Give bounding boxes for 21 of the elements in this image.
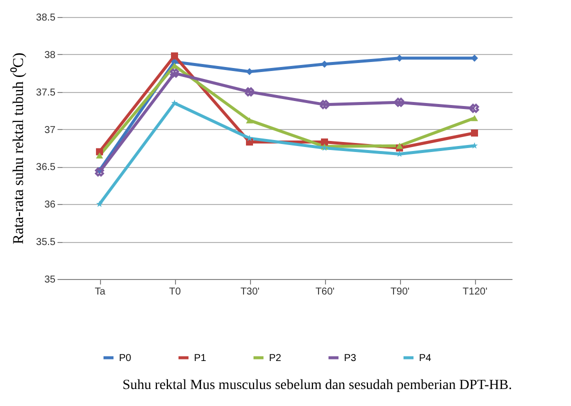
y-tick-label: 35.5: [36, 237, 56, 248]
legend-label: P0: [119, 352, 132, 364]
x-tick-label: T60': [315, 286, 335, 298]
y-tick-label: 37.5: [36, 87, 56, 98]
text: Suhu rektal Mus musculus sebelum dan sesudah pemberian DPT-HB.: [122, 378, 512, 393]
y-tick-label: 38.5: [36, 12, 56, 24]
x-tick-label: T0: [169, 286, 182, 298]
y-tick-label: 36.5: [36, 162, 56, 174]
legend-label: P2: [269, 352, 282, 364]
y-tick-label: 36: [44, 200, 56, 211]
legend-label: P1: [194, 352, 207, 364]
y-tick-label: 35: [44, 274, 56, 286]
y-tick-label: 38: [44, 50, 56, 61]
y-tick-label: 37: [44, 124, 56, 136]
x-tick-label: Ta: [94, 286, 106, 298]
y-axis-title: Rata-rata suhu rektal tubuh (⁰C): [10, 52, 28, 244]
x-tick-label: T90': [390, 286, 410, 298]
legend-label: P4: [419, 352, 432, 364]
x-tick-label: T30': [240, 286, 260, 298]
legend-label: P3: [344, 352, 357, 364]
x-tick-label: T120': [462, 286, 488, 298]
